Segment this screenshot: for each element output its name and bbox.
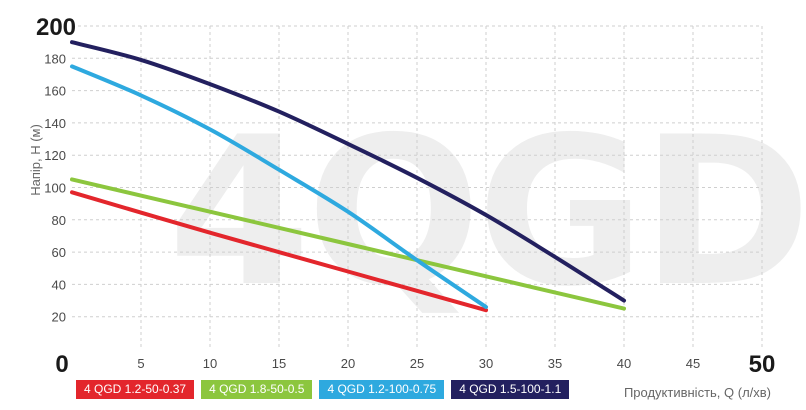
chart-legend: 4 QGD 1.2-50-0.37 4 QGD 1.8-50-0.5 4 QGD 1… xyxy=(76,380,570,399)
x-tick-label: 10 xyxy=(203,356,217,371)
y-tick-label: 20 xyxy=(52,310,66,325)
y-tick-label: 80 xyxy=(52,213,66,228)
x-tick-label: 40 xyxy=(617,356,631,371)
x-tick-label: 20 xyxy=(341,356,355,371)
series-lines xyxy=(70,40,626,313)
y-tick-label: 160 xyxy=(44,84,66,99)
x-tick-label: 25 xyxy=(410,356,424,371)
x-tick-label: 15 xyxy=(272,356,286,371)
y-axis-ticks: 20 40 60 80 100 120 140 160 180 200 xyxy=(36,14,76,325)
y-tick-label: 60 xyxy=(52,245,66,260)
series-line-2 xyxy=(70,177,626,311)
y-tick-label: 200 xyxy=(36,14,76,41)
x-tick-label: 5 xyxy=(137,356,144,371)
grid-lines xyxy=(72,25,763,349)
x-tick-label: 30 xyxy=(479,356,493,371)
x-axis-ticks: 0 5 10 15 20 25 30 35 40 45 50 xyxy=(55,351,775,378)
x-tick-label: 45 xyxy=(686,356,700,371)
series-line-3 xyxy=(70,64,488,309)
series-line-1 xyxy=(70,190,488,313)
y-tick-label: 180 xyxy=(44,51,66,66)
x-tick-label: 35 xyxy=(548,356,562,371)
x-tick-label: 0 xyxy=(55,351,68,378)
y-tick-label: 140 xyxy=(44,116,66,131)
legend-item: 4 QGD 1.2-50-0.37 xyxy=(76,380,195,399)
legend-item: 4 QGD 1.5-100-1.1 xyxy=(451,380,570,399)
y-axis-title: Напір, Н (м) xyxy=(28,124,43,196)
legend-item: 4 QGD 1.2-100-0.75 xyxy=(319,380,445,399)
y-tick-label: 40 xyxy=(52,277,66,292)
watermark-text: 4QGD xyxy=(168,94,806,332)
series-line-4 xyxy=(70,40,626,303)
y-tick-label: 100 xyxy=(44,181,66,196)
legend-item: 4 QGD 1.8-50-0.5 xyxy=(201,380,313,399)
x-axis-title: Продуктивність, Q (л/хв) xyxy=(624,385,771,400)
x-tick-label: 50 xyxy=(749,351,776,378)
y-tick-label: 120 xyxy=(44,148,66,163)
